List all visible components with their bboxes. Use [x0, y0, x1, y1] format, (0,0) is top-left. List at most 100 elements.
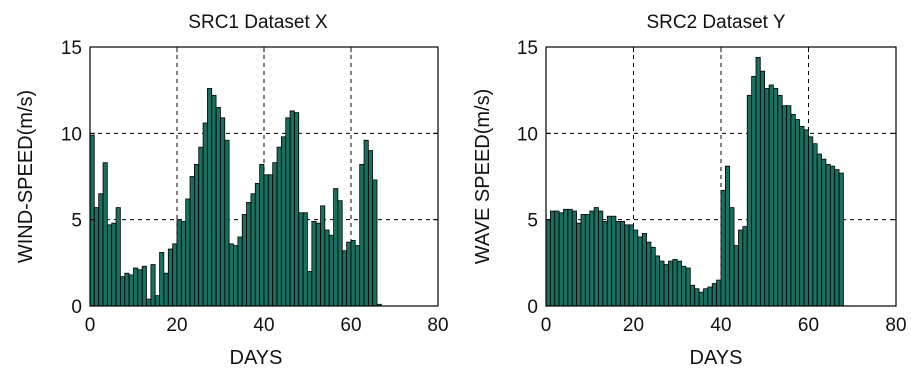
bar [350, 239, 356, 307]
bar [768, 84, 774, 307]
bar [707, 286, 713, 307]
bar [689, 284, 696, 307]
bar [808, 136, 814, 307]
bar [738, 229, 744, 307]
bar [128, 274, 134, 307]
bar [668, 260, 674, 307]
bar [676, 260, 682, 307]
bar [759, 70, 766, 307]
bar [790, 113, 796, 307]
bar [755, 56, 761, 307]
bar [220, 117, 226, 307]
bar [359, 164, 365, 307]
bar [545, 219, 551, 307]
bar [825, 164, 831, 307]
bar [324, 229, 330, 307]
bar [180, 220, 187, 307]
bar [646, 241, 652, 307]
bar [672, 258, 678, 307]
bar [115, 207, 121, 307]
y-tick-label: 0 [527, 297, 538, 318]
bar [611, 215, 617, 307]
y-tick-label: 0 [71, 297, 82, 318]
bar [133, 267, 139, 307]
bar [724, 165, 731, 307]
bar [363, 139, 369, 307]
bar [549, 210, 556, 307]
y-tick-label: 15 [61, 38, 82, 59]
bar [93, 207, 100, 307]
bar [124, 272, 130, 307]
bar [315, 222, 321, 307]
bar [137, 269, 143, 307]
y-tick-label: 5 [71, 211, 82, 232]
x-tick-label: 40 [253, 315, 274, 336]
chart-title: SRC1 Dataset X [188, 12, 328, 33]
bar [619, 220, 626, 307]
bar [615, 220, 621, 307]
bar [593, 207, 599, 307]
bar [633, 229, 639, 307]
bar [729, 207, 735, 307]
bar [720, 189, 726, 307]
bar [107, 224, 113, 307]
bar [233, 245, 239, 307]
bar [584, 214, 591, 307]
bar [346, 241, 352, 307]
bar [812, 143, 818, 307]
bar [733, 245, 739, 307]
bar [163, 272, 169, 307]
bar [246, 201, 252, 307]
bar [150, 264, 156, 307]
bar [259, 164, 265, 307]
bar [746, 94, 752, 307]
x-tick-label: 20 [623, 315, 644, 336]
bar [567, 208, 573, 307]
bar [624, 224, 630, 307]
bar [354, 245, 361, 307]
bar [207, 88, 213, 307]
bar [337, 200, 343, 307]
bar [333, 188, 339, 307]
bar [89, 134, 95, 307]
bar [663, 264, 669, 307]
chart-1: SRC1 Dataset X 0 20 40 60 80 0 5 10 15 DAYS WIND-SP… [15, 12, 449, 369]
bar [241, 214, 247, 307]
bar [576, 222, 582, 307]
bar [263, 174, 269, 307]
x-tick-label: 80 [885, 315, 906, 336]
bar [367, 150, 374, 307]
bar [120, 276, 126, 307]
x-tick-label: 60 [340, 315, 361, 336]
bar [372, 179, 378, 307]
bar [685, 267, 691, 307]
bar [272, 162, 278, 307]
bar [341, 250, 347, 307]
bar [311, 220, 317, 307]
bar [154, 295, 160, 307]
bar [224, 139, 230, 307]
bar [146, 298, 152, 307]
bar [280, 136, 287, 307]
bar [571, 210, 577, 307]
bar [198, 146, 204, 307]
bar [193, 164, 200, 307]
bar [628, 224, 634, 307]
bar [659, 260, 665, 307]
bar [228, 243, 234, 307]
bar [799, 126, 805, 307]
bar [838, 172, 844, 307]
bar [189, 176, 195, 307]
bar [829, 165, 836, 307]
x-axis-label: DAYS [230, 347, 283, 369]
bar [111, 222, 117, 307]
bar [172, 243, 178, 307]
bar [276, 146, 282, 307]
bar [558, 212, 564, 307]
bar [580, 214, 586, 307]
bar [821, 158, 827, 307]
bar [598, 210, 604, 307]
bar [589, 210, 595, 307]
bar [294, 112, 300, 307]
bar [694, 288, 700, 307]
